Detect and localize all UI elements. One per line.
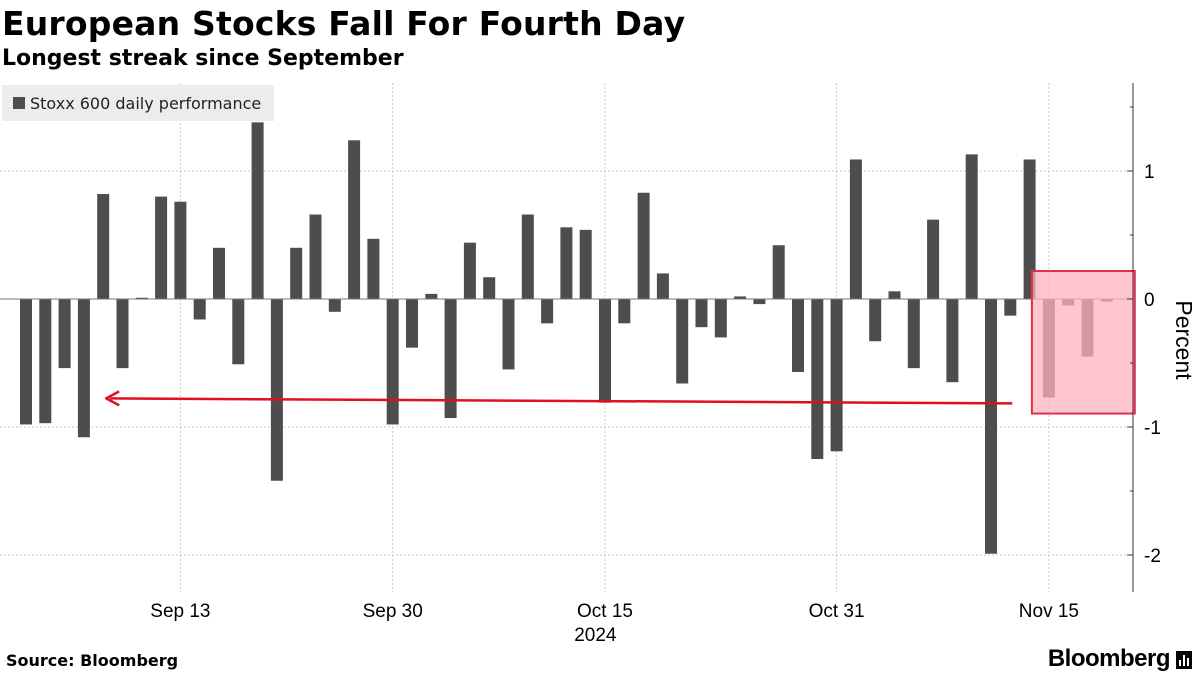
bar [985, 299, 997, 554]
bar [367, 238, 380, 299]
arrow-line [110, 397, 1013, 405]
bar [77, 299, 90, 438]
bar [560, 227, 573, 299]
bar [772, 245, 785, 299]
bar [811, 299, 824, 459]
bar [155, 196, 168, 299]
bar [386, 299, 399, 425]
x-tick-label: Oct 31 [809, 601, 865, 622]
bar [348, 140, 361, 299]
bar [193, 299, 206, 320]
bar [1023, 159, 1036, 299]
bar [39, 299, 52, 424]
bar [888, 291, 901, 299]
y-tick-label: 1 [1144, 162, 1155, 183]
x-tick-label: Nov 15 [1019, 601, 1079, 622]
bar [463, 242, 476, 299]
y-tick-label: 0 [1144, 290, 1155, 311]
bar [695, 299, 708, 328]
bar [734, 296, 747, 299]
bar [946, 299, 959, 383]
legend-swatch [13, 97, 25, 109]
bar [618, 299, 631, 324]
legend: Stoxx 600 daily performance [2, 85, 274, 121]
bar [20, 299, 32, 425]
bar [135, 297, 148, 300]
bar [792, 299, 804, 372]
bar [869, 299, 882, 342]
bar [251, 122, 264, 299]
x-tick-label: Sep 30 [363, 601, 423, 622]
bar [328, 299, 341, 312]
x-tick-label: Sep 13 [150, 601, 210, 622]
chart-title: European Stocks Fall For Fourth Day [2, 4, 686, 43]
bar [849, 159, 862, 299]
legend-label: Stoxx 600 daily performance [30, 93, 262, 113]
bar [406, 299, 418, 348]
bar [927, 219, 940, 299]
bloomberg-logo: Bloomberg [1047, 645, 1171, 672]
bar [502, 299, 515, 370]
bar [174, 201, 187, 299]
bar [1004, 299, 1017, 316]
bar [830, 299, 843, 452]
bar [714, 299, 727, 338]
bar [637, 192, 650, 299]
chart-subtitle: Longest streak since September [2, 46, 404, 71]
bar [599, 299, 611, 403]
bar [444, 299, 457, 419]
bar [579, 229, 592, 299]
bar [521, 214, 534, 299]
bar [676, 299, 689, 384]
bloomberg-bars-icon [1176, 651, 1192, 669]
bar [907, 299, 920, 369]
bar [97, 194, 110, 299]
bar [213, 247, 225, 299]
bar [541, 299, 554, 324]
bar [116, 299, 129, 369]
x-year-label: 2024 [574, 625, 617, 646]
y-tick-label: -2 [1144, 546, 1161, 567]
bar [965, 154, 978, 299]
bar [483, 277, 496, 299]
highlight-box [1030, 270, 1136, 415]
y-axis-label: Percent [1171, 300, 1197, 380]
arrow-head [104, 390, 120, 407]
bar [270, 299, 283, 481]
bar [232, 299, 245, 365]
bar [58, 299, 71, 369]
bar [753, 299, 766, 305]
y-tick-label: -1 [1144, 418, 1161, 439]
bar [656, 273, 669, 299]
bar [309, 214, 322, 299]
bar [290, 247, 303, 299]
x-tick-label: Oct 15 [577, 601, 633, 622]
bar [425, 293, 438, 299]
source-note: Source: Bloomberg [6, 651, 179, 670]
